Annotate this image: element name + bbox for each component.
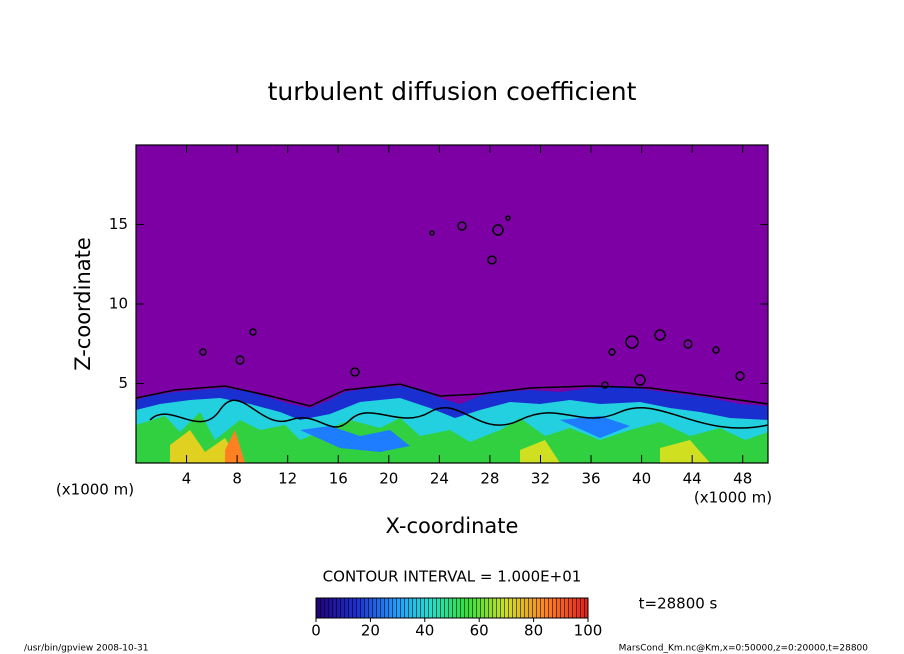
x-tick-label: 32 — [531, 470, 550, 488]
colorbar-tick-label: 0 — [311, 622, 321, 640]
colorbar-tick-label: 20 — [361, 622, 380, 640]
x-tick-label: 44 — [683, 470, 702, 488]
x-tick-label: 12 — [278, 470, 297, 488]
footer-left: /usr/bin/gpview 2008-10-31 — [24, 644, 148, 654]
x-tick-label: 24 — [430, 470, 449, 488]
x-unit-right: (x1000 m) — [694, 489, 772, 507]
colorbar-tick-label: 100 — [574, 622, 603, 640]
colorbar-tick-label: 80 — [524, 622, 543, 640]
y-axis-label: Z-coordinate — [71, 237, 95, 371]
x-tick-label: 4 — [182, 470, 192, 488]
chart-title: turbulent diffusion coefficient — [268, 77, 637, 106]
x-tick-label: 36 — [581, 470, 600, 488]
colorbar-stripes — [316, 598, 588, 618]
contour-field — [136, 145, 768, 463]
x-unit: (x1000 m) — [56, 481, 134, 499]
x-tick-label: 8 — [232, 470, 242, 488]
y-tick-label: 5 — [118, 374, 128, 392]
x-axis-label: X-coordinate — [386, 514, 519, 538]
x-tick-label: 40 — [632, 470, 651, 488]
x-tick-label: 48 — [733, 470, 752, 488]
x-tick-label: 28 — [480, 470, 499, 488]
x-tick-label: 16 — [329, 470, 348, 488]
time-annotation: t=28800 s — [639, 595, 718, 613]
x-tick-label: 20 — [379, 470, 398, 488]
y-tick-label: 10 — [109, 295, 128, 313]
colorbar-tick-label: 40 — [415, 622, 434, 640]
colorbar-label: CONTOUR INTERVAL = 1.000E+01 — [323, 568, 582, 586]
colorbar-tick-label: 60 — [470, 622, 489, 640]
footer-right: MarsCond_Km.nc@Km,x=0:50000,z=0:20000,t=… — [619, 644, 869, 654]
y-tick-label: 15 — [109, 215, 128, 233]
